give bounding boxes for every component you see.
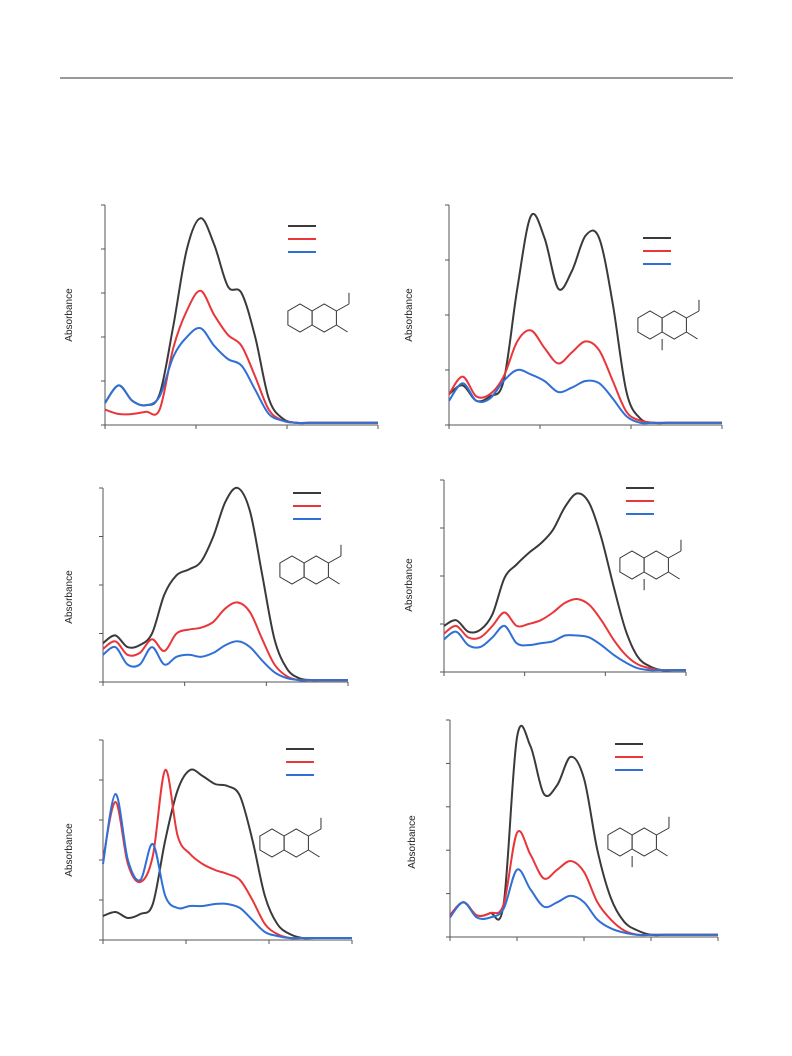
spectrum-line [448,213,722,425]
y-axis-label: Absorbance [64,823,75,877]
ring [607,827,633,857]
molecule [279,544,342,585]
spectrum-line [449,830,718,937]
spectrum-line [449,868,718,936]
y-axis-label: Absorbance [64,288,75,342]
y-axis-label: Absorbance [404,288,415,342]
bond [686,310,700,319]
ring [619,550,645,580]
bond [668,571,680,580]
spectrum-line [448,368,722,425]
ring [283,828,309,858]
spectrum-line [104,326,378,424]
ring [643,550,669,580]
bond [308,849,320,858]
bond [328,576,340,585]
bond [328,555,342,564]
spectrum-line [448,329,722,424]
bond [686,331,698,340]
molecule [287,292,350,333]
ring [259,828,285,858]
ring [661,310,687,340]
bond [336,303,350,312]
y-axis-label: Absorbance [64,570,75,624]
ring [631,827,657,857]
bond [656,827,670,836]
y-axis-label: Absorbance [407,815,418,869]
ring [303,555,329,585]
spectrum-line [102,486,348,682]
spectrum-line [102,601,348,682]
bond [336,324,348,333]
molecule [637,299,700,351]
spectrum-line [449,725,718,937]
bond [656,848,668,857]
spectrum-line [443,492,686,672]
ring [637,310,663,340]
spectrum-line [443,624,686,672]
spectrum-line [102,640,348,682]
bond [668,550,682,559]
molecule [607,816,670,868]
ring [311,303,337,333]
ring [287,303,313,333]
molecule [259,817,322,858]
spectrum-line [102,792,352,940]
molecule [619,539,682,591]
y-axis-label: Absorbance [404,558,415,612]
spectrum-line [104,217,378,425]
ring [279,555,305,585]
bond [308,828,322,837]
spectrum-line [443,597,686,672]
